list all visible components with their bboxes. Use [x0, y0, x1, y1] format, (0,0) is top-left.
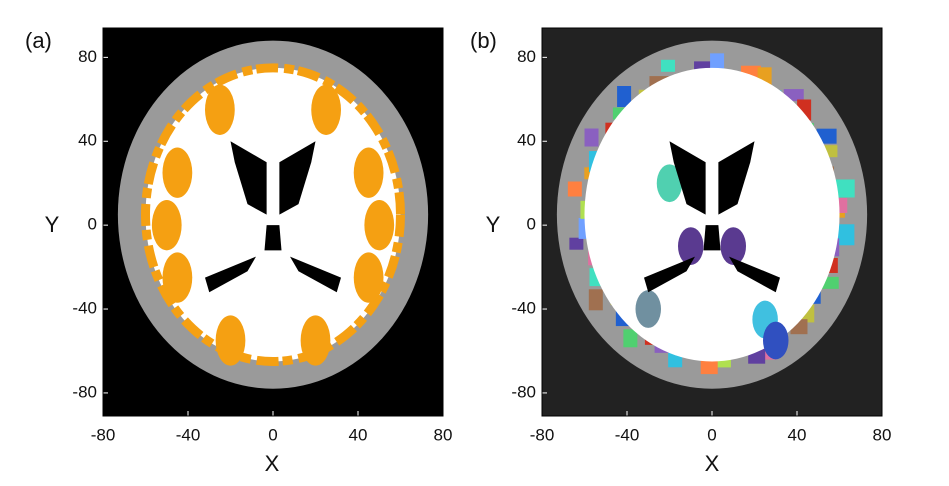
y-tick-label: 40 — [78, 131, 97, 150]
parcel — [635, 290, 661, 328]
parcel — [678, 227, 704, 265]
parcel — [710, 53, 725, 69]
parcel — [584, 128, 599, 147]
y-tick-label: 80 — [78, 47, 97, 66]
white-matter — [141, 63, 405, 366]
orange-blob — [151, 199, 182, 251]
orange-blob — [311, 84, 341, 135]
ventricle — [290, 256, 341, 293]
y-tick-label: -40 — [72, 299, 97, 318]
parcel — [834, 179, 855, 198]
x-tick-label: -80 — [91, 425, 116, 444]
y-axis-label: Y — [486, 212, 501, 237]
y-axis-label: Y — [45, 212, 60, 237]
x-tick-label: 0 — [268, 425, 277, 444]
orange-blob — [162, 252, 193, 303]
ventricle — [644, 256, 695, 293]
parcel — [660, 59, 675, 72]
x-tick-label: -40 — [615, 425, 640, 444]
parcel — [656, 164, 683, 203]
axes-frame — [102, 27, 444, 417]
ventricle — [718, 141, 755, 215]
x-tick-label: -40 — [176, 425, 201, 444]
axes-frame — [541, 27, 883, 417]
parcel — [588, 289, 603, 311]
x-tick-label: 40 — [349, 425, 368, 444]
orange-blob — [205, 84, 235, 135]
orange-blob — [353, 252, 384, 303]
y-tick-label: 80 — [517, 47, 536, 66]
panel: -80 -40 0 40 80 -80 -40 0 40 80 (b) Y X — [470, 27, 892, 476]
orange-blob — [215, 315, 246, 366]
y-tick-label: 0 — [88, 215, 97, 234]
orange-blob — [353, 147, 384, 198]
orange-blob — [162, 147, 193, 198]
ventricle — [230, 141, 267, 215]
y-tick-label: 40 — [517, 131, 536, 150]
parcel — [567, 181, 582, 197]
orange-blob — [364, 199, 395, 251]
parcel — [623, 329, 638, 348]
ventricle — [669, 141, 706, 215]
ventricle — [279, 141, 316, 215]
parcel — [617, 86, 632, 108]
ventricle — [205, 256, 256, 293]
x-tick-label: 80 — [434, 425, 453, 444]
parcel — [837, 224, 855, 246]
parcel — [569, 237, 584, 250]
x-axis-label: X — [265, 451, 280, 476]
parcel — [720, 227, 746, 265]
y-tick-label: 0 — [527, 215, 536, 234]
x-tick-label: 0 — [707, 425, 716, 444]
panel: -80 -40 0 40 80 -80 -40 0 40 80 (a) Y X — [25, 27, 453, 476]
panel-label: (a) — [25, 28, 52, 53]
ventricle — [703, 225, 721, 251]
orange-blob — [300, 315, 331, 366]
y-tick-label: -40 — [511, 299, 536, 318]
x-axis-label: X — [705, 451, 720, 476]
y-tick-label: -80 — [72, 382, 97, 401]
ventricle — [264, 225, 282, 251]
parcel — [763, 321, 789, 360]
panel-label: (b) — [470, 28, 497, 53]
y-tick-label: -80 — [511, 382, 536, 401]
ventricle — [729, 256, 780, 293]
x-tick-label: -80 — [530, 425, 555, 444]
x-tick-label: 80 — [873, 425, 892, 444]
white-matter — [584, 67, 840, 362]
x-tick-label: 40 — [788, 425, 807, 444]
